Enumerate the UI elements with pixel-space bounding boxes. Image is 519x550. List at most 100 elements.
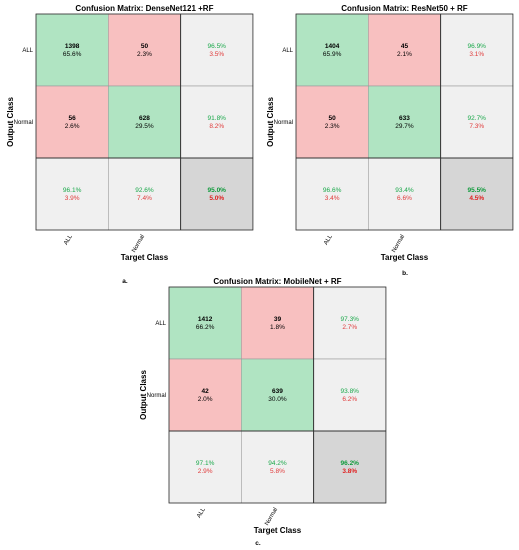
row-error: 8.2% (209, 123, 224, 130)
y-tick-label: Normal (14, 120, 33, 126)
row-precision: 92.7% (468, 115, 487, 122)
summary-cell (180, 85, 254, 159)
chart-title: Confusion Matrix: ResNet50 + RF (341, 4, 468, 13)
column-error: 6.6% (397, 195, 412, 202)
cell-count: 1412 (198, 316, 213, 323)
x-tick-label: Normal (264, 507, 279, 527)
cell-count: 633 (399, 115, 410, 122)
summary-cell (440, 85, 514, 159)
summary-cell (35, 157, 109, 231)
matrix-cell (108, 13, 181, 87)
row-precision: 96.5% (208, 43, 227, 50)
total-accuracy-cell (313, 430, 387, 504)
row-error: 6.2% (342, 396, 357, 403)
cell-count: 639 (272, 388, 283, 395)
cell-count: 50 (329, 115, 337, 122)
cell-percent: 29.7% (395, 123, 414, 130)
matrix-cell (295, 13, 369, 87)
total-error: 5.0% (209, 195, 224, 202)
column-error: 3.9% (65, 195, 80, 202)
matrix-cell (295, 85, 369, 159)
summary-cell (313, 286, 387, 360)
matrix-cell (35, 85, 109, 159)
column-error: 5.8% (270, 468, 285, 475)
y-axis-title: Output Class (266, 97, 275, 147)
y-tick-label: ALL (155, 321, 166, 327)
summary-cell (241, 430, 314, 504)
confusion-matrix-panel-3: Confusion Matrix: MobileNet + RF 141266.2… (139, 277, 387, 547)
cell-count: 42 (202, 388, 210, 395)
matrix-border (168, 286, 387, 504)
summary-cell (295, 157, 369, 231)
column-error: 2.9% (198, 468, 213, 475)
row-precision: 93.8% (341, 388, 360, 395)
panel-label: c. (255, 540, 261, 547)
y-tick-label: Normal (274, 120, 293, 126)
row-precision: 97.3% (341, 316, 360, 323)
total-error: 4.5% (469, 195, 484, 202)
row-error: 3.1% (469, 51, 484, 58)
column-error: 7.4% (137, 195, 152, 202)
column-recall: 96.1% (63, 187, 82, 194)
cell-count: 628 (139, 115, 150, 122)
matrix-border (295, 13, 514, 231)
x-tick-label: ALL (63, 233, 74, 246)
cell-count: 1398 (65, 43, 80, 50)
matrix-cell (367, 85, 441, 159)
confusion-matrix-panel-2: Confusion Matrix: ResNet50 + RF 140465.9%… (266, 4, 514, 277)
column-recall: 92.6% (135, 187, 154, 194)
column-error: 3.4% (325, 195, 340, 202)
total-accuracy: 95.0% (208, 187, 227, 194)
column-recall: 94.2% (268, 460, 287, 467)
y-tick-label: Normal (147, 393, 166, 399)
x-tick-label: ALL (323, 233, 334, 246)
x-axis-title: Target Class (254, 526, 302, 535)
y-tick-label: ALL (282, 48, 293, 54)
cell-count: 39 (274, 316, 282, 323)
summary-cell (168, 430, 242, 504)
summary-cell (108, 157, 181, 231)
summary-cell (367, 157, 441, 231)
cell-percent: 2.1% (397, 51, 412, 58)
x-tick-label: Normal (391, 234, 406, 254)
cell-count: 50 (141, 43, 149, 50)
total-accuracy-cell (440, 157, 514, 231)
total-error: 3.8% (342, 468, 357, 475)
matrix-cell (367, 13, 441, 87)
cell-percent: 30.0% (268, 396, 287, 403)
row-error: 3.5% (209, 51, 224, 58)
cell-percent: 2.0% (198, 396, 213, 403)
matrix-cell (168, 286, 242, 360)
y-axis-title: Output Class (6, 97, 15, 147)
y-axis-title: Output Class (139, 370, 148, 420)
row-precision: 96.9% (468, 43, 487, 50)
cell-percent: 1.8% (270, 324, 285, 331)
x-tick-label: Normal (131, 234, 146, 254)
column-recall: 93.4% (395, 187, 414, 194)
row-error: 2.7% (342, 324, 357, 331)
cell-percent: 2.6% (65, 123, 80, 130)
matrix-cell (108, 85, 181, 159)
cell-percent: 2.3% (137, 51, 152, 58)
matrix-cell (241, 286, 314, 360)
cell-percent: 66.2% (196, 324, 215, 331)
matrix-cell (168, 358, 242, 432)
chart-title: Confusion Matrix: MobileNet + RF (213, 277, 341, 286)
cell-percent: 65.9% (323, 51, 342, 58)
x-axis-title: Target Class (121, 253, 169, 262)
row-precision: 91.8% (208, 115, 227, 122)
summary-cell (180, 13, 254, 87)
matrix-border (35, 13, 254, 231)
panel-label: b. (402, 270, 408, 277)
cell-percent: 65.6% (63, 51, 82, 58)
total-accuracy-cell (180, 157, 254, 231)
row-error: 7.3% (469, 123, 484, 130)
cell-percent: 29.5% (135, 123, 154, 130)
confusion-matrix-panel-1: Confusion Matrix: DenseNet121 +RF 139865.… (6, 4, 254, 285)
y-tick-label: ALL (22, 48, 33, 54)
total-accuracy: 95.5% (468, 187, 487, 194)
x-tick-label: ALL (196, 506, 207, 519)
chart-title: Confusion Matrix: DenseNet121 +RF (75, 4, 213, 13)
panel-label: a. (122, 278, 128, 285)
summary-cell (440, 13, 514, 87)
